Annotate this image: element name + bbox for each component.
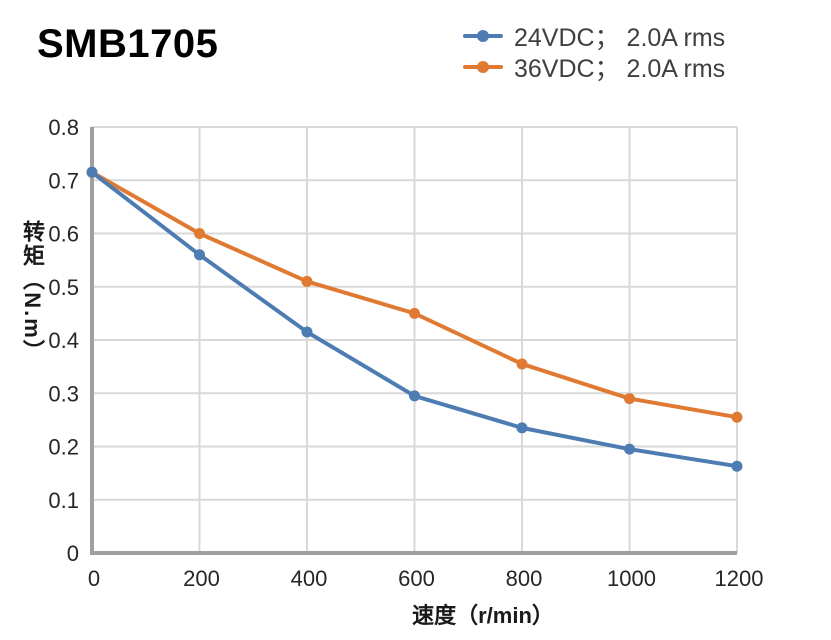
- x-axis-title: 速度（r/min）: [412, 603, 554, 628]
- data-point-marker: [624, 393, 635, 405]
- data-point-marker: [516, 422, 528, 434]
- data-point-marker: [624, 443, 635, 455]
- y-tick-label: 0.1: [48, 488, 79, 513]
- data-point-marker: [731, 460, 743, 472]
- x-tick-label: 1200: [715, 566, 764, 591]
- data-point-marker: [516, 358, 528, 370]
- y-tick-label: 0.5: [48, 275, 79, 300]
- x-tick-label: 400: [291, 566, 328, 591]
- data-point-marker: [86, 166, 98, 178]
- y-tick-label: 0.3: [48, 381, 79, 406]
- legend-label-36vdc: 36VDC； 2.0A rms: [514, 54, 726, 83]
- legend-marker-36vdc-icon: [463, 60, 503, 73]
- data-point-marker: [731, 411, 743, 423]
- legend-marker-24vdc-icon: [463, 29, 503, 42]
- chart-title: SMB1705: [37, 22, 219, 66]
- y-axis-title: 转矩（N.m）: [20, 220, 45, 364]
- y-tick-label: 0.4: [48, 328, 79, 353]
- data-point-marker: [409, 307, 420, 319]
- data-point-marker: [194, 249, 205, 261]
- y-tick-label: 0.7: [48, 168, 79, 193]
- legend-item-36vdc: 36VDC； 2.0A rms: [463, 51, 726, 83]
- legend-label-24vdc: 24VDC； 2.0A rms: [514, 23, 726, 52]
- x-tick-label: 600: [398, 566, 435, 591]
- x-tick-label: 800: [506, 566, 543, 591]
- data-point-marker: [301, 326, 313, 338]
- y-tick-label: 0.6: [48, 222, 79, 247]
- y-tick-label: 0: [67, 541, 79, 566]
- legend-item-24vdc: 24VDC； 2.0A rms: [463, 20, 726, 52]
- x-tick-label: 200: [183, 566, 220, 591]
- data-point-marker: [409, 390, 420, 402]
- x-tick-label: 0: [88, 566, 100, 591]
- data-point-marker: [301, 275, 313, 287]
- legend: 24VDC； 2.0A rms 36VDC； 2.0A rms: [463, 20, 726, 83]
- data-point-marker: [194, 228, 205, 239]
- y-tick-label: 0.2: [48, 435, 79, 460]
- x-tick-label: 1000: [607, 566, 656, 591]
- y-tick-label: 0.8: [48, 115, 79, 140]
